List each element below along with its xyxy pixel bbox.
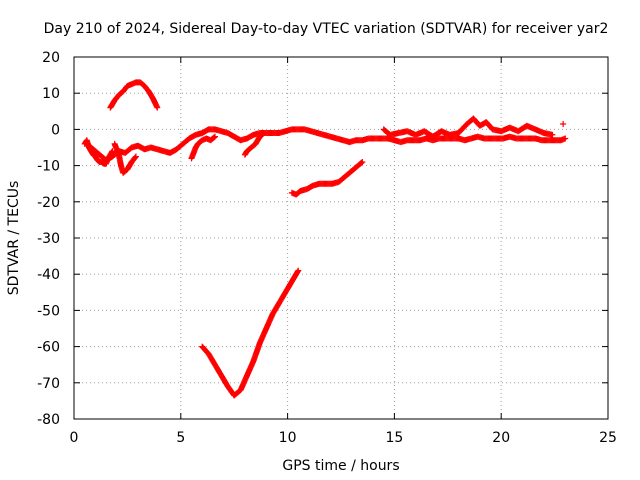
axis-ticks (73, 56, 609, 420)
x-tick-label: 20 (492, 430, 510, 446)
y-tick-label: -20 (37, 195, 60, 211)
data-point (132, 153, 139, 160)
data-point (295, 267, 302, 274)
data-point (260, 130, 267, 137)
series-oscillation-early (81, 137, 116, 167)
y-tick-label: -40 (37, 267, 60, 283)
data-point (358, 159, 365, 166)
y-tick-label: -70 (37, 376, 60, 392)
data-point (132, 154, 139, 161)
y-tick-label: 20 (42, 50, 60, 66)
tick-labels: 0 5 10 15 20 25 -80 -70 -60 -50 -40 -30 -20 -10 0 10 20 (37, 50, 617, 446)
series-early-dip (111, 140, 139, 176)
x-tick-label: 0 (70, 430, 79, 446)
series-early-bump (107, 79, 161, 111)
data-point (154, 104, 161, 111)
y-tick-label: 10 (42, 86, 60, 102)
data-points (81, 79, 569, 399)
y-tick-label: -30 (37, 231, 60, 247)
data-point (261, 130, 268, 137)
data-point (211, 133, 218, 140)
data-point (109, 148, 116, 155)
grid-lines (74, 57, 608, 419)
data-point (562, 135, 569, 142)
series-spike-8 (241, 130, 268, 158)
y-axis-label: SDTVAR / TECUs (6, 181, 22, 296)
x-tick-label: 5 (176, 430, 185, 446)
data-point (560, 120, 567, 127)
data-point (359, 158, 366, 165)
y-tick-label: -10 (37, 159, 60, 175)
y-tick-label: -50 (37, 303, 60, 319)
y-tick-label: -60 (37, 340, 60, 356)
series-wiggles-late (380, 115, 556, 140)
series-outlier (560, 120, 567, 127)
x-axis-label: GPS time / hours (282, 458, 399, 474)
data-point (211, 134, 218, 141)
chart-title: Day 210 of 2024, Sidereal Day-to-day VTE… (44, 21, 609, 37)
series-mid-branch (288, 158, 366, 198)
x-tick-label: 10 (279, 430, 297, 446)
series-spike-5-6 (188, 133, 218, 162)
series-main-track (83, 126, 569, 164)
x-tick-label: 15 (385, 430, 403, 446)
y-tick-label: 0 (51, 122, 60, 138)
series-v-track (199, 267, 302, 399)
y-tick-label: -80 (37, 412, 60, 428)
x-tick-label: 25 (599, 430, 617, 446)
data-point (549, 131, 556, 138)
